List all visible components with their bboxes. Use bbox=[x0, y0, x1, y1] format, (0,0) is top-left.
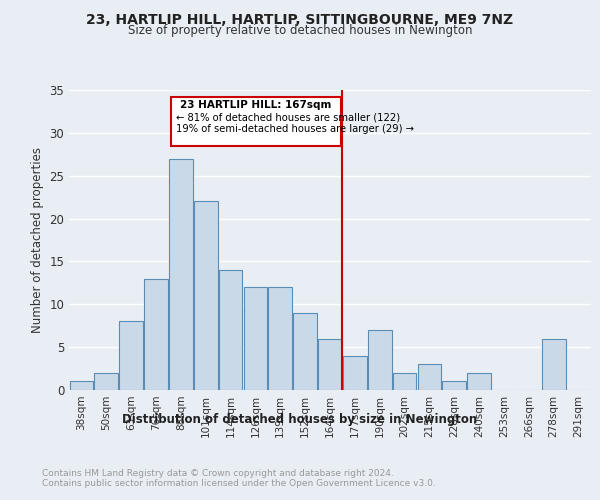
Bar bbox=[194, 202, 218, 390]
Bar bbox=[70, 382, 93, 390]
Bar bbox=[343, 356, 367, 390]
Bar bbox=[318, 338, 342, 390]
Bar bbox=[268, 287, 292, 390]
Bar bbox=[169, 158, 193, 390]
Bar bbox=[219, 270, 242, 390]
Text: 19% of semi-detached houses are larger (29) →: 19% of semi-detached houses are larger (… bbox=[176, 124, 414, 134]
Bar bbox=[368, 330, 392, 390]
Text: 23 HARTLIP HILL: 167sqm: 23 HARTLIP HILL: 167sqm bbox=[181, 100, 332, 110]
Bar bbox=[442, 382, 466, 390]
Bar bbox=[418, 364, 441, 390]
Y-axis label: Number of detached properties: Number of detached properties bbox=[31, 147, 44, 333]
Bar bbox=[542, 338, 566, 390]
Bar bbox=[144, 278, 168, 390]
Text: Contains HM Land Registry data © Crown copyright and database right 2024.: Contains HM Land Registry data © Crown c… bbox=[42, 468, 394, 477]
Bar bbox=[293, 313, 317, 390]
Bar bbox=[393, 373, 416, 390]
Text: Size of property relative to detached houses in Newington: Size of property relative to detached ho… bbox=[128, 24, 472, 37]
Text: Contains public sector information licensed under the Open Government Licence v3: Contains public sector information licen… bbox=[42, 478, 436, 488]
Bar bbox=[94, 373, 118, 390]
FancyBboxPatch shape bbox=[171, 97, 341, 146]
Text: Distribution of detached houses by size in Newington: Distribution of detached houses by size … bbox=[122, 412, 478, 426]
Bar bbox=[119, 322, 143, 390]
Bar bbox=[244, 287, 267, 390]
Text: ← 81% of detached houses are smaller (122): ← 81% of detached houses are smaller (12… bbox=[176, 112, 400, 122]
Text: 23, HARTLIP HILL, HARTLIP, SITTINGBOURNE, ME9 7NZ: 23, HARTLIP HILL, HARTLIP, SITTINGBOURNE… bbox=[86, 12, 514, 26]
Bar bbox=[467, 373, 491, 390]
